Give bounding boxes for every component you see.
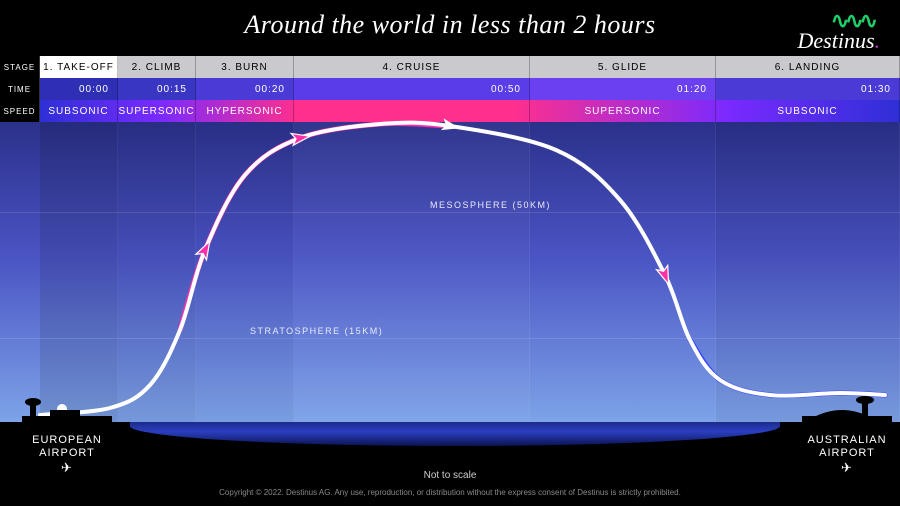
logo-dot: . [875,28,881,53]
stage-label: STAGE [0,56,40,78]
speed-cell: HYPERSONIC [196,100,294,122]
chart-panel [196,122,294,422]
time-row: TIME00:0000:1500:2000:5001:2001:30 [0,78,900,100]
speed-label: SPEED [0,100,40,122]
time-cell: 00:20 [196,78,294,100]
plane-icon: ✈ [61,460,73,475]
stage-cell: 5. GLIDE [530,56,716,78]
time-cell: 01:20 [530,78,716,100]
chart-panel [716,122,900,422]
airport-label-right: AUSTRALIANAIRPORT✈ [802,434,892,477]
airport-label-left: EUROPEANAIRPORT✈ [22,434,112,477]
not-to-scale: Not to scale [0,470,900,481]
speed-cell: SUBSONIC [40,100,118,122]
infographic-root: Around the world in less than 2 hours ∿∿… [0,0,900,506]
airport-left [22,396,112,422]
stage-row: STAGE1. TAKE-OFF2. CLIMB3. BURN4. CRUISE… [0,56,900,78]
time-cell: 00:15 [118,78,196,100]
speed-cell: SUPERSONIC [530,100,716,122]
copyright: Copyright © 2022. Destinus AG. Any use, … [0,488,900,497]
speed-cell [294,100,530,122]
chart-panel [294,122,530,422]
destinus-logo: ∿∿∿ Destinus. [798,8,881,54]
stage-cell: 1. TAKE-OFF [40,56,118,78]
gridline-label: STRATOSPHERE (15KM) [250,326,383,336]
gridline [0,212,900,213]
plane-icon: ✈ [841,460,853,475]
time-cell: 01:30 [716,78,900,100]
gridline [0,338,900,339]
header-rows: STAGE1. TAKE-OFF2. CLIMB3. BURN4. CRUISE… [0,56,900,122]
speed-cell: SUPERSONIC [118,100,196,122]
chart-panel [40,122,118,422]
airport-right [802,396,892,422]
speed-cell: SUBSONIC [716,100,900,122]
chart-panel [530,122,716,422]
gridline-label: MESOSPHERE (50KM) [430,200,551,210]
title: Around the world in less than 2 hours [0,10,900,40]
time-label: TIME [0,78,40,100]
stage-cell: 4. CRUISE [294,56,530,78]
stage-cell: 3. BURN [196,56,294,78]
stage-cell: 2. CLIMB [118,56,196,78]
airport-silhouette-icon [802,396,892,422]
speed-row: SPEEDSUBSONICSUPERSONICHYPERSONICSUPERSO… [0,100,900,122]
logo-text: Destinus [798,28,875,53]
time-cell: 00:00 [40,78,118,100]
time-cell: 00:50 [294,78,530,100]
stage-cell: 6. LANDING [716,56,900,78]
airport-silhouette-icon [22,396,112,422]
chart-panel [118,122,196,422]
chart-area: MESOSPHERE (50KM) STRATOSPHERE (15KM) [0,122,900,422]
